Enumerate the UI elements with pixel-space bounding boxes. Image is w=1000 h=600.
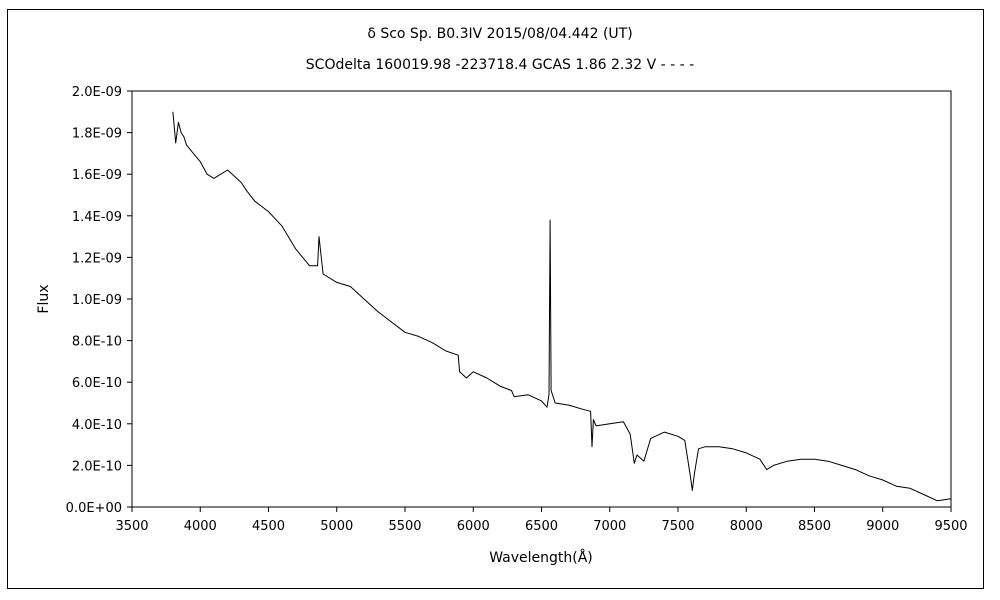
y-tick-label: 8.0E-10 <box>72 335 122 350</box>
x-tick-label: 9500 <box>934 519 967 534</box>
y-tick-label: 1.4E-09 <box>72 210 122 225</box>
y-tick-label: 1.0E-09 <box>72 293 122 308</box>
x-tick-label: 4000 <box>184 519 217 534</box>
x-tick-label: 8000 <box>730 519 763 534</box>
x-axis-label: Wavelength(Å) <box>489 549 593 566</box>
y-tick-label: 4.0E-10 <box>72 418 122 433</box>
x-tick-label: 3500 <box>115 519 148 534</box>
x-tick-label: 5500 <box>388 519 421 534</box>
y-tick-label: 2.0E-09 <box>72 85 122 100</box>
x-axis: 3500 4000 4500 5000 5500 6000 6500 7000 7500 8000… <box>115 507 968 534</box>
x-tick-label: 8500 <box>798 519 831 534</box>
y-tick-label: 0.0E+00 <box>66 501 122 516</box>
y-tick-label: 1.2E-09 <box>72 251 122 266</box>
y-tick-label: 2.0E-10 <box>72 459 122 474</box>
chart-frame <box>7 9 984 589</box>
series-line <box>172 111 952 502</box>
y-axis-label: Flux <box>36 284 52 313</box>
x-tick-label: 7000 <box>593 519 626 534</box>
x-tick-label: 5000 <box>320 519 353 534</box>
y-tick-label: 6.0E-10 <box>72 376 122 391</box>
y-tick-label: 1.6E-09 <box>72 168 122 183</box>
y-tick-label: 1.8E-09 <box>72 127 122 142</box>
x-tick-label: 9000 <box>866 519 899 534</box>
x-tick-label: 4500 <box>252 519 285 534</box>
x-tick-label: 7500 <box>661 519 694 534</box>
chart-subtitle: SCOdelta 160019.98 -223718.4 GCAS 1.86 2… <box>306 57 694 73</box>
x-tick-label: 6500 <box>525 519 558 534</box>
y-axis: 0.0E+00 2.0E-10 4.0E-10 6.0E-10 8.0E-10 1.0E-… <box>66 85 132 516</box>
series-group <box>172 111 952 502</box>
chart-title: δ Sco Sp. B0.3IV 2015/08/04.442 (UT) <box>367 26 632 42</box>
plot-area <box>131 90 952 508</box>
x-tick-label: 6000 <box>457 519 490 534</box>
